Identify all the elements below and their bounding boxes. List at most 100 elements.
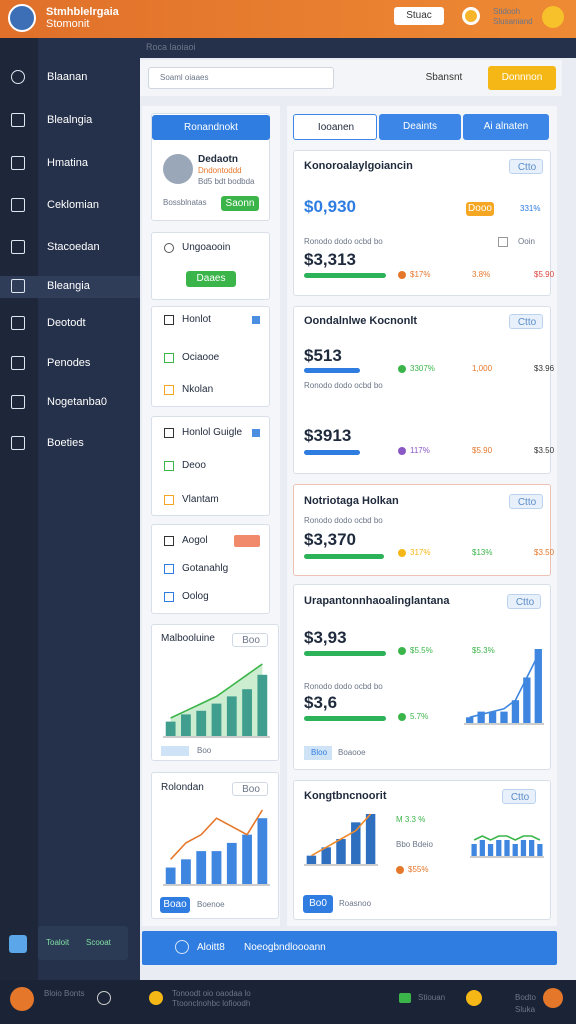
icon [462, 7, 480, 25]
bar [226, 696, 237, 736]
line [473, 835, 541, 841]
avatar [163, 154, 193, 184]
button[interactable]: Dooo [466, 202, 494, 216]
button-label[interactable]: Ronandnokt [184, 121, 238, 133]
label: Stmhblelrgaia [46, 6, 119, 18]
icon [164, 536, 174, 546]
button[interactable]: Deaints [379, 114, 461, 140]
label: $13% [472, 548, 493, 557]
button[interactable]: Sbansnt [406, 66, 482, 90]
button-label[interactable]: Boo [242, 784, 260, 795]
checkbox[interactable] [164, 564, 174, 574]
card [293, 584, 551, 770]
button[interactable]: Ctto [502, 789, 536, 804]
button-label[interactable]: Saonn [225, 197, 255, 209]
sidebar-item[interactable]: Hmatina [47, 157, 88, 169]
mini-chart [464, 649, 544, 725]
progress-bar [304, 273, 386, 278]
button[interactable]: Ctto [507, 594, 541, 609]
button-label[interactable]: Dooo [468, 203, 492, 214]
button[interactable]: Ctto [509, 314, 543, 329]
button[interactable]: Ai alnaten [463, 114, 549, 140]
button[interactable]: Daaes [186, 271, 236, 287]
sidebar-item[interactable]: Stacoedan [47, 241, 100, 253]
label: 3.8% [472, 270, 491, 279]
bar [196, 851, 207, 884]
checkbox[interactable] [164, 495, 174, 505]
sidebar-item[interactable]: Ceklomian [47, 199, 99, 211]
button-label[interactable]: Daaes [196, 273, 226, 284]
sidebar-item[interactable]: Bleangia [47, 280, 90, 292]
sidebar-icon [11, 240, 25, 254]
checkbox[interactable] [164, 592, 174, 602]
label: Dndontoddd [198, 166, 242, 175]
sidebar-item[interactable]: Blealngia [47, 114, 93, 126]
button-label[interactable]: Boao [163, 899, 187, 910]
label: Ronodo dodo ocbd bo [304, 516, 383, 525]
label: Ooin [518, 237, 535, 246]
bar [500, 711, 508, 723]
bar [196, 710, 207, 736]
button[interactable]: Ronandnokt [152, 115, 270, 140]
button-label[interactable]: Ctto [517, 316, 537, 328]
label: 317% [410, 548, 431, 557]
button-label[interactable]: Boo [242, 635, 260, 646]
sidebar-item[interactable]: Boeties [47, 437, 84, 449]
button[interactable]: Boao [160, 897, 190, 913]
label: Dedaotn [198, 154, 238, 165]
sidebar-item[interactable]: Deotodt [47, 317, 86, 329]
button[interactable]: Ctto [509, 494, 543, 509]
label: $55% [408, 865, 429, 874]
button-label[interactable]: Sbansnt [425, 72, 463, 83]
progress-bar [304, 716, 386, 721]
button-label[interactable]: Ctto [517, 161, 537, 173]
sidebar-icon [11, 113, 25, 127]
button-label[interactable]: Stuac [406, 10, 432, 21]
mini-chart [304, 813, 378, 866]
button[interactable]: Bo0 [303, 895, 333, 913]
button-label[interactable]: Bo0 [309, 898, 327, 909]
button-label[interactable]: Ctto [517, 496, 537, 508]
button-label[interactable]: Ctto [515, 596, 535, 608]
icon [399, 993, 411, 1003]
banner [142, 931, 557, 965]
bar [257, 674, 268, 736]
label: Scooat [86, 938, 111, 947]
button[interactable]: Iooanen [293, 114, 377, 140]
button-label[interactable]: Ctto [510, 791, 530, 803]
button[interactable]: Stuac [394, 7, 444, 25]
bar [306, 855, 317, 864]
button-label[interactable]: Ai alnaten [483, 121, 529, 132]
search-box[interactable] [148, 67, 334, 89]
icon [164, 315, 174, 325]
label: 3307% [410, 364, 435, 373]
button-label[interactable]: Donnnon [501, 72, 543, 83]
checkbox[interactable] [164, 353, 174, 363]
icon [149, 991, 163, 1005]
label: $17% [410, 270, 431, 279]
label: $5.3% [472, 646, 495, 655]
button[interactable]: Boo [232, 782, 268, 796]
sidebar-item[interactable]: Nogetanba0 [47, 396, 107, 408]
label: Slusaniand [493, 17, 533, 26]
sidebar-item[interactable]: Blaanan [47, 71, 88, 83]
button[interactable]: Boo [232, 633, 268, 647]
label: Stomonit [46, 18, 90, 30]
button[interactable]: Saonn [221, 196, 259, 211]
bar [496, 840, 502, 856]
status-dot [398, 271, 406, 279]
button[interactable]: Donnnon [488, 66, 556, 90]
bar [242, 834, 252, 884]
checkbox[interactable] [164, 385, 174, 395]
checkbox[interactable] [164, 461, 174, 471]
bar [534, 649, 542, 723]
label: Rolondan [161, 782, 204, 793]
label: Bloo [311, 748, 328, 757]
label: 5.7% [410, 712, 429, 721]
button[interactable]: Ctto [509, 159, 543, 174]
button-label[interactable]: Iooanen [317, 122, 355, 133]
button-label[interactable]: Deaints [403, 121, 437, 132]
checkbox[interactable] [498, 237, 508, 247]
sidebar-item[interactable]: Penodes [47, 357, 91, 369]
bar [165, 721, 176, 736]
